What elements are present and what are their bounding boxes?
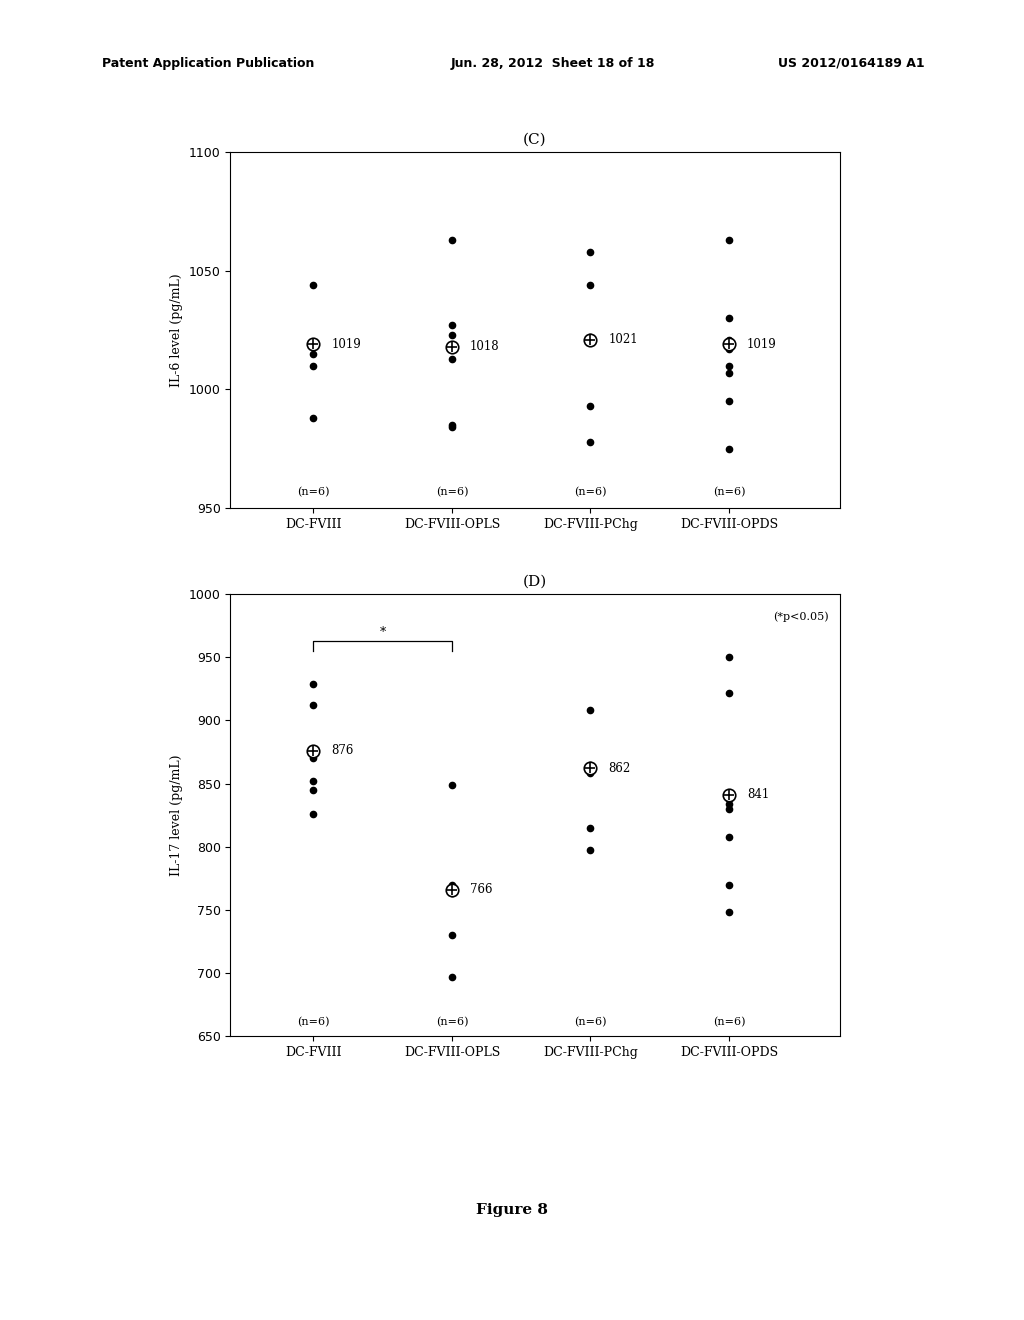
- Text: (n=6): (n=6): [574, 487, 606, 498]
- Text: US 2012/0164189 A1: US 2012/0164189 A1: [778, 57, 925, 70]
- Title: (D): (D): [523, 574, 547, 589]
- Text: Jun. 28, 2012  Sheet 18 of 18: Jun. 28, 2012 Sheet 18 of 18: [451, 57, 655, 70]
- Y-axis label: IL-6 level (pg/mL): IL-6 level (pg/mL): [170, 273, 183, 387]
- Title: (C): (C): [523, 132, 547, 147]
- Text: (n=6): (n=6): [435, 487, 468, 498]
- Text: (n=6): (n=6): [574, 1016, 606, 1027]
- Text: *: *: [380, 627, 386, 639]
- Text: 766: 766: [470, 883, 493, 896]
- Text: 1019: 1019: [332, 338, 361, 351]
- Text: (n=6): (n=6): [713, 487, 745, 498]
- Text: 1018: 1018: [470, 341, 500, 354]
- Y-axis label: IL-17 level (pg/mL): IL-17 level (pg/mL): [170, 754, 183, 876]
- Text: (n=6): (n=6): [297, 487, 330, 498]
- Text: 841: 841: [746, 788, 769, 801]
- Text: 876: 876: [332, 744, 354, 758]
- Text: (n=6): (n=6): [297, 1016, 330, 1027]
- Text: Patent Application Publication: Patent Application Publication: [102, 57, 314, 70]
- Text: 1021: 1021: [608, 333, 638, 346]
- Text: Figure 8: Figure 8: [476, 1204, 548, 1217]
- Text: 862: 862: [608, 762, 631, 775]
- Text: (*p<0.05): (*p<0.05): [773, 611, 828, 622]
- Text: (n=6): (n=6): [713, 1016, 745, 1027]
- Text: (n=6): (n=6): [435, 1016, 468, 1027]
- Text: 1019: 1019: [746, 338, 776, 351]
